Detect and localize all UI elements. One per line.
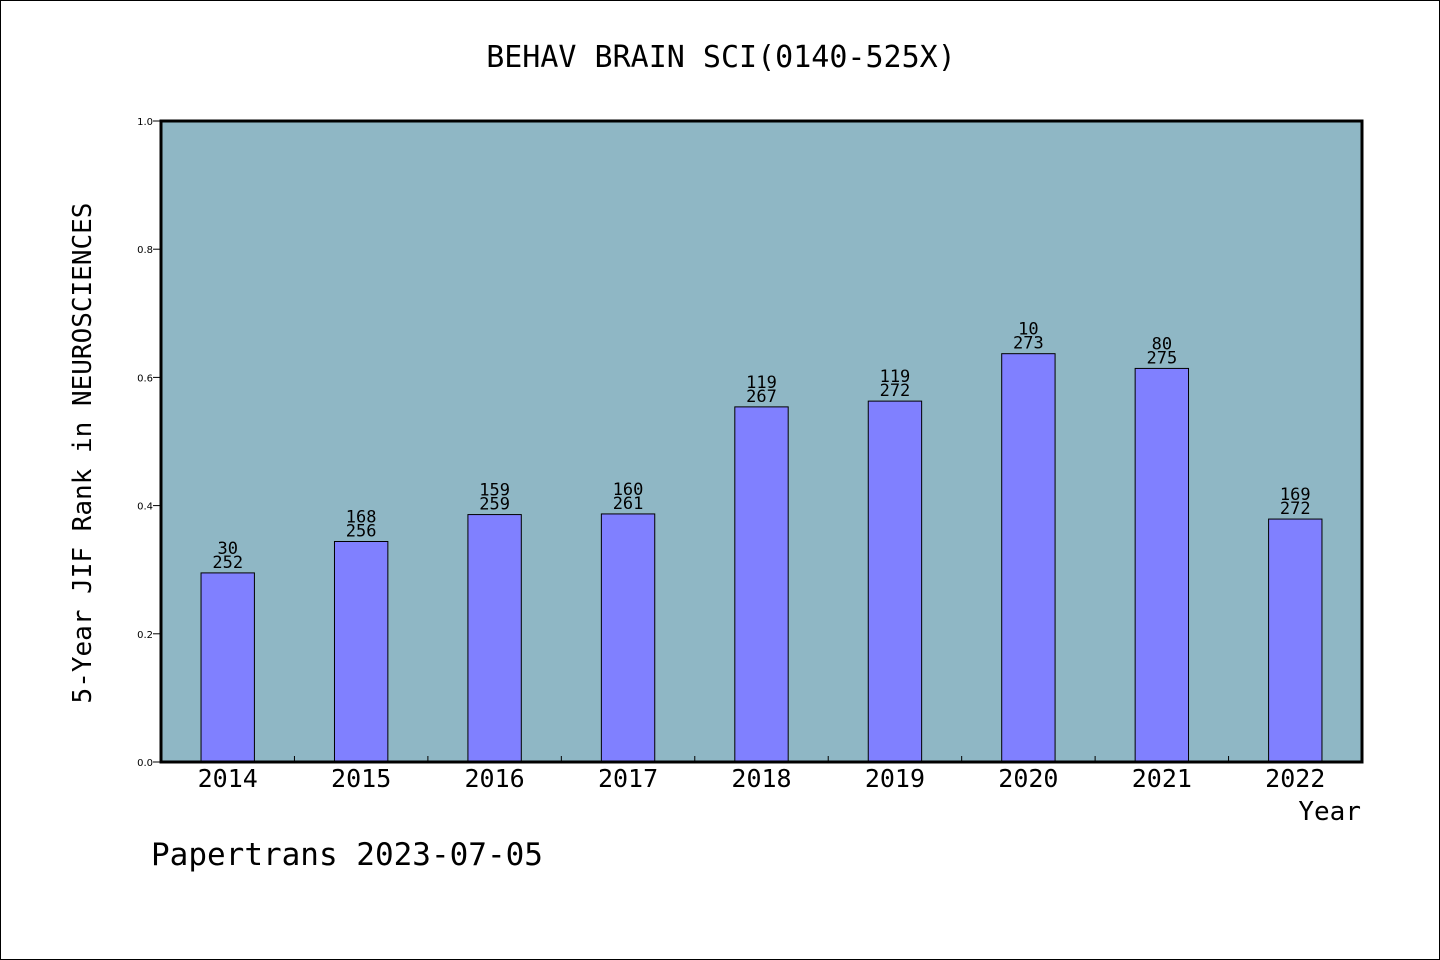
bar-rank-label: 159 [479,481,510,501]
x-tick-label: 2015 [331,764,391,793]
bar-series [200,353,1323,763]
x-tick-label: 2016 [465,764,525,793]
x-axis-ticks: 2014 2015 2016 2017 2018 2019 2020 2021 2022 [198,756,1325,793]
bar-rank-label: 119 [746,373,777,393]
x-tick-label: 2018 [731,764,791,793]
x-tick-label: 2021 [1132,764,1192,793]
x-tick-label: 2019 [865,764,925,793]
bar-total-label: 275 [1146,348,1177,368]
y-axis-label: 5-Year JIF Rank in NEUROSCIENCES [68,203,98,704]
bar-total-label: 272 [1280,499,1311,519]
bar-rank-label: 169 [1280,485,1311,505]
bar-total-label: 259 [479,495,510,515]
y-axis-ticks: 0.0 0.2 0.4 0.6 0.8 1.0 [137,117,161,769]
x-tick-label: 2014 [198,764,258,793]
bar-rank-label: 160 [613,480,644,500]
x-tick-label: 2022 [1265,764,1325,793]
bar-total-label: 272 [880,381,911,401]
x-tick-label: 2017 [598,764,658,793]
plot-frame [159,119,1364,764]
chart-title: BEHAV BRAIN SCI(0140-525X) [486,40,956,75]
bar [867,400,923,763]
bar-rank-label: 10 [1018,320,1038,340]
bar-data-labels: 3025216825615925916026111926711927210273… [212,320,1310,573]
bar-total-label: 273 [1013,334,1044,354]
bar-total-label: 252 [212,553,243,573]
bar [1134,367,1190,763]
y-tick-label: 0.4 [137,502,153,513]
bar [600,513,656,763]
x-tick-label: 2020 [998,764,1058,793]
y-tick-label: 0.0 [137,758,153,769]
watermark-text: Papertrans 2023-07-05 [151,837,543,873]
bar [1001,353,1056,763]
y-tick-label: 0.2 [137,630,153,641]
bar [1268,518,1323,763]
y-tick-label: 0.6 [137,373,153,384]
bar [200,572,255,763]
bar [467,514,522,763]
bar [333,540,389,763]
bar-rank-label: 168 [346,507,377,527]
y-tick-label: 0.8 [137,245,153,256]
x-axis-label: Year [1298,797,1361,827]
bar-total-label: 261 [613,494,644,514]
bar-total-label: 256 [346,521,377,541]
bar-total-label: 267 [746,387,777,407]
y-tick-label: 1.0 [137,117,153,128]
bar-rank-label: 30 [217,539,237,559]
bar-rank-label: 80 [1152,334,1172,354]
bar [734,406,789,763]
bar-rank-label: 119 [880,367,911,387]
